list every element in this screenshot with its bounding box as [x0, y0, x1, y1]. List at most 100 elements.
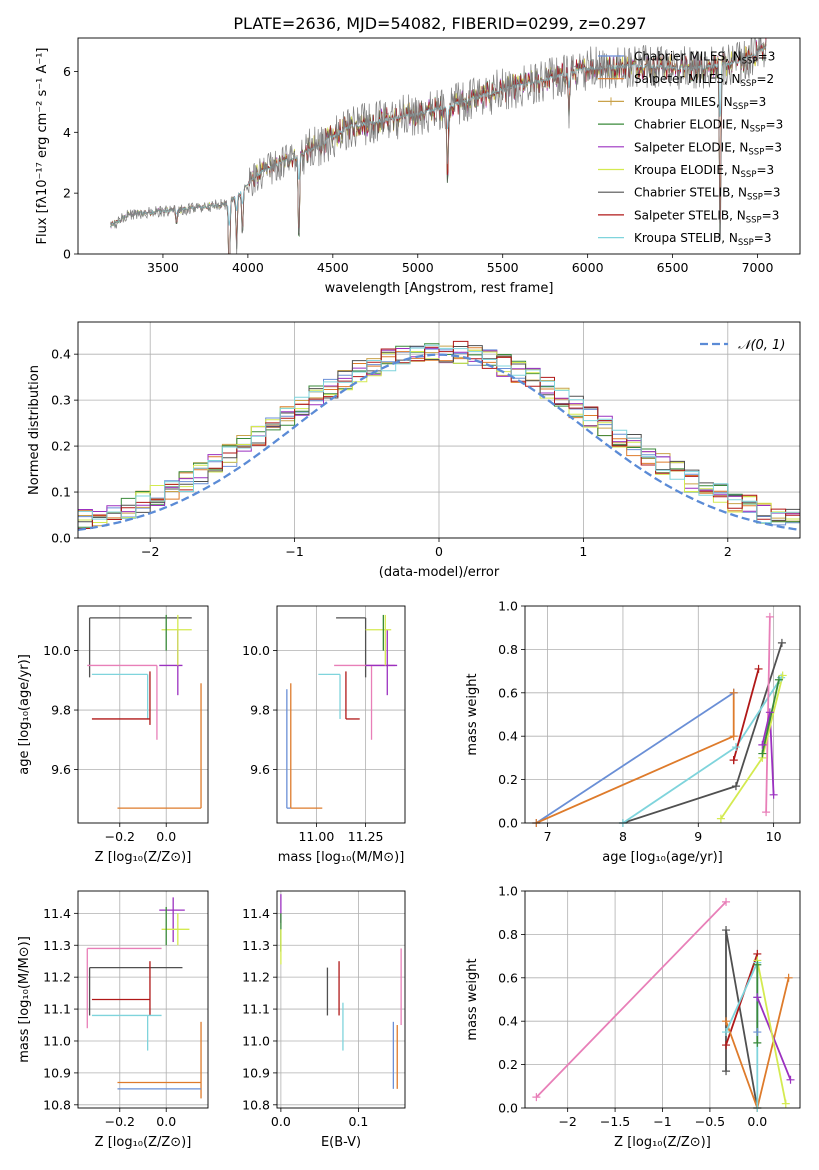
y-tick-label: 0.0: [498, 816, 518, 831]
y-tick-label: 10.9: [43, 1065, 71, 1080]
y-tick-label: 0.6: [498, 685, 518, 700]
mass-weight-line: [761, 679, 780, 754]
mass-weight-line: [732, 668, 760, 761]
mass-weight-marker: [753, 1028, 762, 1037]
x-tick-label: −2: [558, 1114, 576, 1129]
massweight_vs_Z-panel: −2 −1.5 −1 −0.5 0.0 0.0 0.2 0.4 0.6 0.8 1.0 Z [log₁…: [465, 884, 801, 1150]
x-tick-label: 6000: [572, 260, 604, 275]
mass-weight-marker: [753, 993, 762, 1002]
y-axis-label: Normed distribution: [27, 365, 42, 495]
x-axis-label: wavelength [Angstrom, rest frame]: [325, 281, 554, 296]
mass-weight-line: [756, 996, 792, 1081]
mass-weight-marker: [731, 782, 740, 791]
mass-weight-marker: [731, 743, 740, 752]
y-tick-label: 10.8: [242, 1097, 270, 1112]
x-axis-label: mass [log₁₀(M/M⊙)]: [278, 850, 405, 865]
mass-weight-marker: [753, 960, 762, 969]
mass-weight-marker: [778, 671, 787, 680]
x-tick-label: −1.5: [600, 1114, 630, 1129]
x-tick-label: −1: [285, 544, 303, 559]
mass-weight-marker: [729, 756, 738, 765]
normal-distribution-curve: [78, 353, 800, 532]
plot-area: [109, 38, 767, 254]
y-axis-label: mass weight: [465, 673, 480, 755]
legend-entry: Chabrier ELODIE, NSSP=3: [634, 118, 783, 135]
legend-subscript: SSP: [750, 125, 766, 135]
mass-weight-marker: [781, 1099, 790, 1108]
x-tick-label: 7000: [742, 260, 774, 275]
y-tick-label: 0.4: [498, 1014, 518, 1029]
x-tick-label: −0.2: [105, 829, 135, 844]
legend-subscript: SSP: [747, 193, 763, 203]
y-tick-label: 4: [63, 125, 71, 140]
y-tick-label: 11.3: [242, 938, 270, 953]
x-tick-label: −0.2: [105, 1114, 135, 1129]
legend-entry: Salpeter MILES, NSSP=2: [634, 72, 774, 89]
mass-weight-marker: [729, 688, 738, 697]
x-tick-label: 0.0: [747, 1114, 767, 1129]
x-tick-label: 11.25: [348, 829, 384, 844]
observed-spectrum-line: [109, 38, 767, 254]
mass-weight-marker: [722, 1017, 731, 1026]
y-axis-label: age [log₁₀(age/yr)]: [17, 654, 32, 775]
mass-weight-line: [725, 953, 759, 1046]
axes-frame: [77, 37, 801, 255]
x-tick-label: 2: [724, 544, 732, 559]
axes-frame: [77, 605, 209, 824]
x-tick-label: 6500: [657, 260, 689, 275]
legend-text: Salpeter ELODIE, N: [634, 140, 748, 154]
mass-weight-marker: [758, 749, 767, 758]
mass-weight-marker: [765, 612, 774, 621]
legend-text: =3: [754, 231, 772, 245]
x-tick-label: 11.00: [298, 829, 334, 844]
plot-area: [78, 891, 208, 1108]
axes-frame: [524, 605, 801, 824]
legend-text: Chabrier STELIB, N: [634, 186, 747, 200]
mass-weight-marker: [722, 1041, 731, 1050]
mass-weight-marker: [762, 808, 771, 817]
mass-weight-marker: [532, 1093, 541, 1102]
x-tick-label: 0.0: [156, 1114, 176, 1129]
legend-subscript: SSP: [738, 238, 754, 248]
y-axis-label: mass [log₁₀(M/M⊙)]: [17, 936, 32, 1063]
x-tick-label: 3500: [147, 260, 179, 275]
mass-weight-marker: [769, 790, 778, 799]
legend-subscript: SSP: [733, 102, 749, 112]
mass-weight-line: [535, 692, 735, 823]
y-tick-label: 11.4: [43, 906, 71, 921]
y-axis-label: mass weight: [465, 958, 480, 1040]
y-tick-label: 9.6: [51, 762, 71, 777]
y-tick-label: 11.2: [43, 970, 71, 985]
y-tick-label: 9.8: [250, 703, 270, 718]
y-tick-label: 2: [63, 186, 71, 201]
figure-title: PLATE=2636, MJD=54082, FIBERID=0299, z=0…: [233, 14, 646, 33]
age_vs_mass-panel: 11.00 11.25 9.6 9.8 10.0 mass [log₁₀(M/M⊙)]: [242, 605, 406, 865]
x-axis-label: Z [log₁₀(Z/Z⊙)]: [614, 1135, 711, 1150]
legend-entry: Chabrier MILES, NSSP=3: [634, 50, 775, 67]
mass-weight-line: [725, 977, 790, 1108]
legend-entry: Salpeter ELODIE, NSSP=3: [634, 140, 782, 157]
legend-text: Salpeter STELIB, N: [634, 208, 746, 222]
y-tick-label: 11.4: [242, 906, 270, 921]
x-axis-label: Z [log₁₀(Z/Z⊙)]: [95, 1135, 192, 1150]
y-tick-label: 9.6: [250, 762, 270, 777]
y-tick-label: 11.0: [43, 1033, 71, 1048]
mass-weight-marker: [722, 897, 731, 906]
plot-area: [525, 606, 800, 823]
x-tick-label: −1: [653, 1114, 671, 1129]
mass-weight-marker: [716, 814, 725, 823]
residual-histogram-step: [78, 344, 800, 524]
x-tick-label: 0.0: [271, 1114, 291, 1129]
mass-weight-marker: [722, 926, 731, 935]
legend-text: =3: [766, 118, 784, 132]
x-tick-label: 7: [544, 829, 552, 844]
x-tick-label: 1: [579, 544, 587, 559]
mass-weight-line: [765, 616, 771, 813]
y-tick-label: 11.2: [242, 970, 270, 985]
plot-area: [78, 606, 208, 823]
legend-subscript: SSP: [742, 57, 758, 67]
y-tick-label: 0.8: [498, 927, 518, 942]
mass-weight-marker: [722, 1028, 731, 1037]
mass-weight-line: [535, 901, 727, 1098]
y-tick-label: 11.1: [43, 1002, 71, 1017]
